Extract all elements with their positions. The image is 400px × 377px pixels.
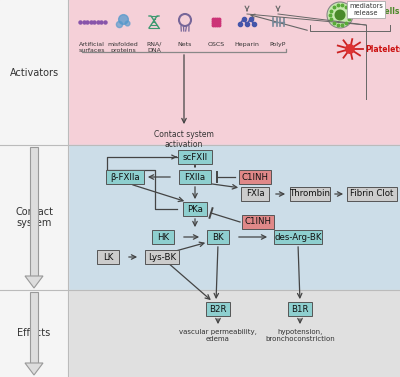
- FancyBboxPatch shape: [207, 230, 229, 244]
- Bar: [0, 0, 68, 377]
- FancyBboxPatch shape: [290, 187, 330, 201]
- Text: FXIIa: FXIIa: [184, 173, 206, 181]
- Circle shape: [345, 44, 355, 54]
- Text: β-FXIIa: β-FXIIa: [110, 173, 140, 181]
- Text: Artificial
surfaces: Artificial surfaces: [79, 42, 105, 53]
- FancyBboxPatch shape: [206, 302, 230, 316]
- FancyBboxPatch shape: [240, 170, 270, 184]
- FancyBboxPatch shape: [274, 230, 322, 244]
- Text: OSCS: OSCS: [208, 42, 224, 47]
- Text: Fibrin Clot: Fibrin Clot: [350, 190, 394, 199]
- Polygon shape: [25, 276, 43, 288]
- Text: LK: LK: [103, 253, 113, 262]
- Polygon shape: [25, 363, 43, 375]
- Text: Nets: Nets: [178, 42, 192, 47]
- Text: misfolded
proteins: misfolded proteins: [108, 42, 138, 53]
- Text: Platelets: Platelets: [365, 44, 400, 54]
- Text: FXIa: FXIa: [246, 190, 264, 199]
- Text: Contact
system: Contact system: [15, 207, 53, 228]
- Text: C1INH: C1INH: [244, 218, 272, 227]
- Text: mediators
release: mediators release: [349, 3, 383, 16]
- Bar: [0, 290, 400, 377]
- Text: PolyP: PolyP: [270, 42, 286, 47]
- FancyBboxPatch shape: [288, 302, 312, 316]
- Text: Effects: Effects: [17, 328, 51, 339]
- Bar: [0, 145, 400, 290]
- Text: BK: BK: [212, 233, 224, 242]
- FancyBboxPatch shape: [347, 187, 397, 201]
- Text: Contact system
activation: Contact system activation: [154, 130, 214, 149]
- Bar: [30, 292, 38, 363]
- Circle shape: [334, 9, 346, 20]
- Text: B1R: B1R: [291, 305, 309, 314]
- FancyBboxPatch shape: [178, 150, 212, 164]
- Text: Activators: Activators: [10, 67, 58, 78]
- Text: B2R: B2R: [209, 305, 227, 314]
- Text: scFXII: scFXII: [182, 153, 208, 161]
- Text: Lys-BK: Lys-BK: [148, 253, 176, 262]
- Text: C1INH: C1INH: [242, 173, 268, 181]
- FancyBboxPatch shape: [180, 170, 210, 184]
- FancyBboxPatch shape: [145, 250, 179, 264]
- FancyBboxPatch shape: [242, 215, 274, 228]
- Text: Heparin: Heparin: [234, 42, 260, 47]
- FancyBboxPatch shape: [241, 187, 269, 201]
- Text: des-Arg-BK: des-Arg-BK: [274, 233, 322, 242]
- FancyBboxPatch shape: [106, 170, 144, 184]
- Text: PKa: PKa: [187, 204, 203, 213]
- Bar: [30, 147, 38, 276]
- FancyBboxPatch shape: [152, 230, 174, 244]
- Text: HK: HK: [157, 233, 169, 242]
- Circle shape: [327, 2, 353, 28]
- Text: hypotension,
bronchoconstriction: hypotension, bronchoconstriction: [265, 329, 335, 342]
- Text: vascular permeability,
edema: vascular permeability, edema: [179, 329, 257, 342]
- Text: Mast cells: Mast cells: [356, 6, 399, 15]
- FancyBboxPatch shape: [97, 250, 119, 264]
- Text: RNA/
DNA: RNA/ DNA: [146, 42, 162, 53]
- Text: Thrombin: Thrombin: [290, 190, 330, 199]
- FancyBboxPatch shape: [183, 202, 207, 216]
- Bar: [0, 0, 400, 145]
